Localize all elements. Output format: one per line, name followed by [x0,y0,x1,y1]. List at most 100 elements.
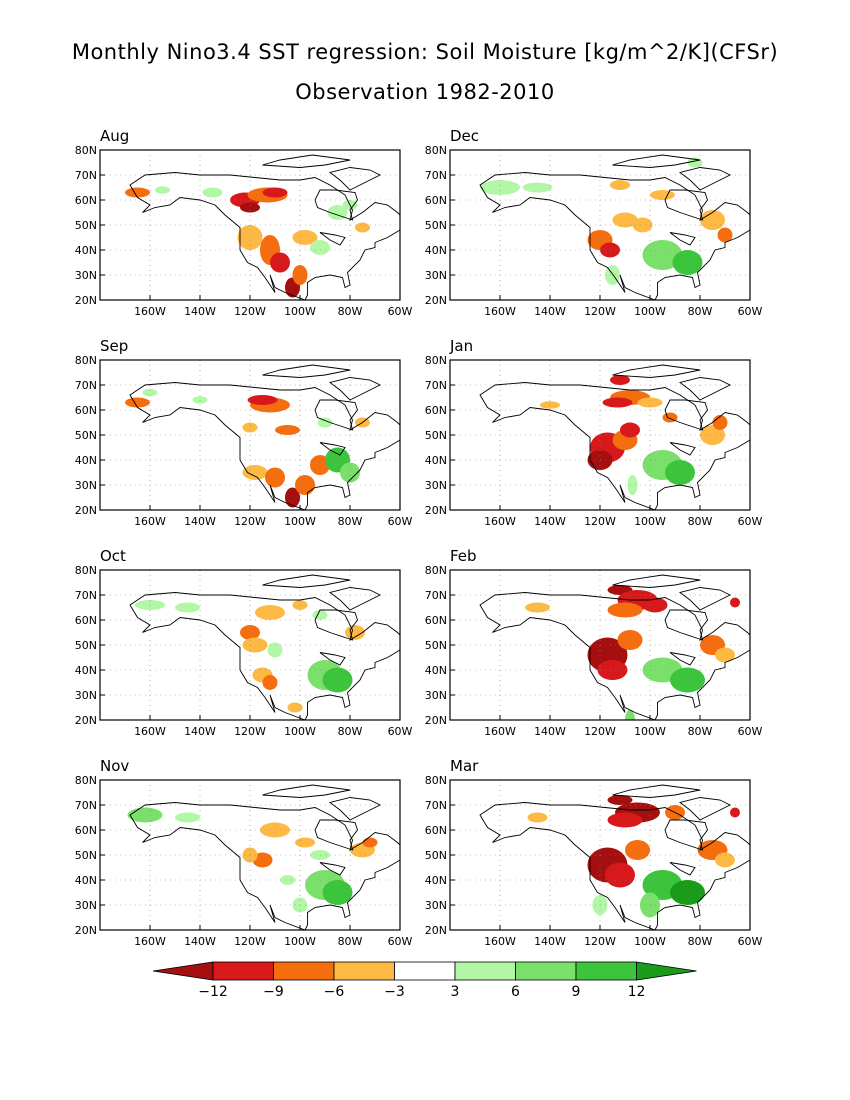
regression-shading [730,807,740,818]
lat-tick-label: 20N [425,294,447,307]
regression-shading [340,462,360,483]
lon-tick-label: 80W [338,935,363,948]
coastline [262,154,351,168]
lat-tick-label: 40N [425,664,447,677]
regression-shading [242,465,268,480]
lon-tick-label: 140W [534,725,566,738]
lon-tick-label: 160W [484,725,516,738]
lat-tick-label: 20N [425,924,447,937]
coastline [129,592,400,720]
lon-tick-label: 100W [634,725,666,738]
colorbar-swatch [212,961,274,981]
regression-shading [265,467,285,488]
regression-shading [252,852,273,868]
regression-shading [715,852,735,868]
regression-shading [175,602,200,613]
lon-tick-label: 120W [234,515,266,528]
coastline [129,172,400,300]
lat-tick-label: 60N [75,194,97,207]
regression-shading [605,862,635,888]
lat-tick-label: 30N [425,689,447,702]
coastline [319,652,346,666]
regression-shading [285,487,300,508]
regression-shading [617,630,643,650]
lon-tick-label: 160W [484,305,516,318]
lat-tick-label: 30N [75,689,97,702]
coastline [678,797,732,821]
lon-tick-label: 120W [234,935,266,948]
lon-tick-label: 100W [634,935,666,948]
map-panel-dec: 80N 70N 60N 50N 40N 30N 20N 160W 140W 120W 100W 80W… [425,144,763,318]
lat-tick-label: 80N [75,564,97,577]
coastline [479,592,750,720]
regression-shading [670,667,705,693]
lon-tick-label: 160W [484,935,516,948]
lat-tick-label: 60N [75,614,97,627]
lon-tick-label: 60W [738,725,763,738]
regression-shading [632,217,653,233]
regression-shading [627,475,638,495]
lat-tick-label: 20N [425,714,447,727]
coastline [328,377,382,401]
regression-shading [700,425,725,445]
coastline [314,189,359,221]
lon-tick-label: 120W [584,305,616,318]
regression-shading [610,180,630,190]
lat-tick-label: 80N [425,774,447,787]
colorbar-tick-label: 3 [451,984,460,1000]
lon-tick-label: 140W [534,515,566,528]
regression-shading [527,812,548,823]
coastline [612,784,701,798]
lat-tick-label: 40N [425,244,447,257]
map-panel-oct: 80N 70N 60N 50N 40N 30N 20N 160W 140W 120W 100W 80W… [75,564,413,738]
lat-tick-label: 80N [425,144,447,157]
coastline [612,154,701,168]
lon-tick-label: 80W [688,305,713,318]
coastline [664,819,709,851]
lat-tick-label: 50N [425,429,447,442]
regression-shading [287,702,303,713]
regression-shading [237,225,263,250]
coastline [669,862,696,876]
panel-label-sep: Sep [100,337,129,355]
colorbar-tick-label: 9 [572,984,581,1000]
lat-tick-label: 20N [75,504,97,517]
lon-tick-label: 100W [284,725,316,738]
regression-shading [607,795,633,805]
lon-tick-label: 160W [134,935,166,948]
lat-tick-label: 60N [425,404,447,417]
coastline [678,377,732,401]
coastline [669,232,696,246]
lon-tick-label: 140W [184,725,216,738]
lon-tick-label: 140W [534,935,566,948]
regression-shading [607,812,643,828]
lat-tick-label: 40N [75,874,97,887]
regression-shading [267,642,283,658]
regression-shading [717,227,733,243]
lon-tick-label: 80W [688,515,713,528]
regression-shading [255,605,285,620]
panel-label-jan: Jan [450,337,474,355]
lat-tick-label: 20N [75,714,97,727]
lat-tick-label: 60N [425,194,447,207]
regression-shading [317,417,333,428]
map-panel-jan: 80N 70N 60N 50N 40N 30N 20N 160W 140W 120W 100W 80W… [425,354,763,528]
coastline [319,862,346,876]
lon-tick-label: 60W [738,305,763,318]
regression-shading [275,425,300,435]
regression-shading [610,375,630,385]
lon-tick-label: 60W [738,935,763,948]
lat-tick-label: 70N [425,589,447,602]
lat-tick-label: 30N [75,479,97,492]
colorbar-swatch [515,961,577,981]
regression-shading [730,597,740,608]
regression-shading [155,186,170,194]
colorbar-tick-label: −6 [324,984,345,1000]
regression-shading [672,250,703,275]
lat-tick-label: 30N [425,269,447,282]
lat-tick-label: 50N [425,849,447,862]
regression-shading [602,397,633,408]
coastline [664,189,709,221]
regression-shading [280,875,295,885]
